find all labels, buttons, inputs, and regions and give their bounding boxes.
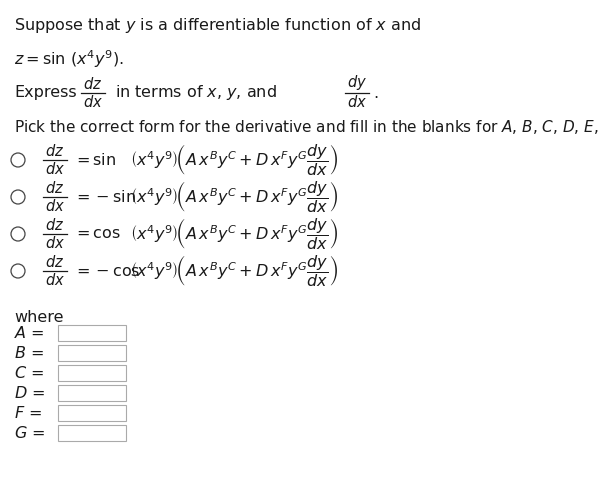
FancyBboxPatch shape xyxy=(58,385,126,401)
Text: $= \sin$: $= \sin$ xyxy=(73,152,116,168)
Text: $dz$: $dz$ xyxy=(46,254,65,270)
Text: $A$ =: $A$ = xyxy=(14,325,45,341)
Text: $\left(x^4 y^9\right)\!\left(A\, x^B y^C + D\, x^F y^G \dfrac{dy}{dx}\right)$: $\left(x^4 y^9\right)\!\left(A\, x^B y^C… xyxy=(130,179,338,215)
Text: $dy$: $dy$ xyxy=(347,73,367,92)
FancyBboxPatch shape xyxy=(58,345,126,361)
Text: $dz$: $dz$ xyxy=(83,76,102,92)
Text: $D$ =: $D$ = xyxy=(14,385,45,401)
Text: $= \cos$: $= \cos$ xyxy=(73,227,121,242)
Text: $z = \mathrm{sin}\ (x^4y^9).$: $z = \mathrm{sin}\ (x^4y^9).$ xyxy=(14,48,123,70)
Text: where: where xyxy=(14,310,63,325)
Text: Express: Express xyxy=(14,86,77,101)
Text: $dz$: $dz$ xyxy=(46,180,65,196)
FancyBboxPatch shape xyxy=(58,405,126,421)
FancyBboxPatch shape xyxy=(58,425,126,441)
Text: $\left(x^4 y^9\right)\!\left(A\, x^B y^C + D\, x^F y^G \dfrac{dy}{dx}\right)$: $\left(x^4 y^9\right)\!\left(A\, x^B y^C… xyxy=(130,216,338,252)
Text: $dz$: $dz$ xyxy=(46,217,65,233)
Text: $dx$: $dx$ xyxy=(45,235,65,251)
FancyBboxPatch shape xyxy=(58,325,126,341)
Text: $= -\sin$: $= -\sin$ xyxy=(73,189,136,205)
Text: in terms of $x$, $y$, and: in terms of $x$, $y$, and xyxy=(115,84,277,103)
Text: Pick the correct form for the derivative and fill in the blanks for $A$, $B$, $C: Pick the correct form for the derivative… xyxy=(14,118,599,136)
Text: $dx$: $dx$ xyxy=(83,94,103,110)
Text: $dz$: $dz$ xyxy=(46,143,65,159)
Text: Suppose that $y$ is a differentiable function of $x$ and: Suppose that $y$ is a differentiable fun… xyxy=(14,16,421,35)
Text: $F$ =: $F$ = xyxy=(14,405,42,421)
Text: $\left(x^4 y^9\right)\!\left(A\, x^B y^C + D\, x^F y^G \dfrac{dy}{dx}\right)$: $\left(x^4 y^9\right)\!\left(A\, x^B y^C… xyxy=(130,253,338,289)
Text: $dx$: $dx$ xyxy=(45,161,65,177)
Text: $dx$: $dx$ xyxy=(45,272,65,288)
Text: $= -\cos$: $= -\cos$ xyxy=(73,263,140,278)
Text: $G$ =: $G$ = xyxy=(14,425,46,441)
Text: $\left(x^4 y^9\right)\!\left(A\, x^B y^C + D\, x^F y^G \dfrac{dy}{dx}\right)$: $\left(x^4 y^9\right)\!\left(A\, x^B y^C… xyxy=(130,142,338,178)
Text: $C$ =: $C$ = xyxy=(14,365,44,381)
Text: $dx$: $dx$ xyxy=(347,94,367,110)
Text: $dx$: $dx$ xyxy=(45,198,65,214)
Text: .: . xyxy=(373,86,378,101)
Text: $B$ =: $B$ = xyxy=(14,345,44,361)
FancyBboxPatch shape xyxy=(58,365,126,381)
